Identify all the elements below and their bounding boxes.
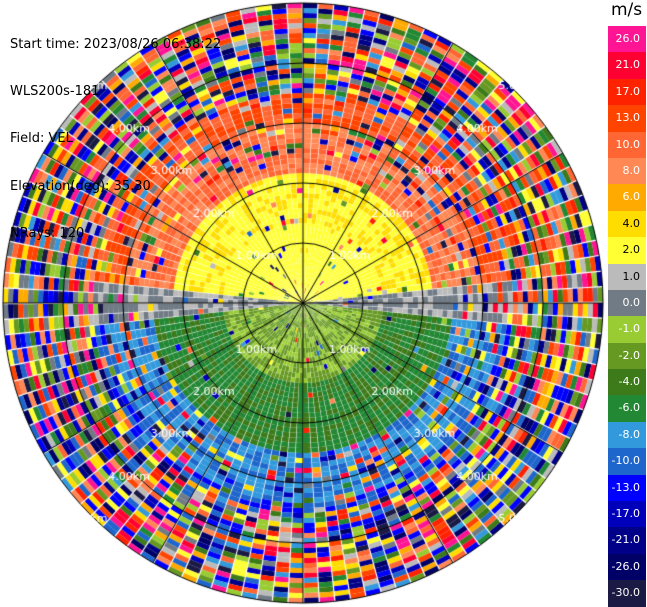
colorbar-label: 1.0 <box>622 269 641 283</box>
colorbar-level: 0.0 <box>608 289 646 317</box>
colorbar-unit: m/s <box>611 0 643 20</box>
colorbar-level: -13.0 <box>608 474 646 502</box>
metadata-block: Start time: 2023/08/26 06:38:22 WLS200s-… <box>10 5 221 258</box>
colorbar-label: 8.0 <box>622 163 641 177</box>
colorbar-level: 21.0 <box>608 52 646 79</box>
colorbar-label: -4.0 <box>618 375 640 389</box>
colorbar-label: -2.0 <box>618 348 640 362</box>
colorbar-level: -2.0 <box>608 342 646 370</box>
colorbar-label: -17.0 <box>611 507 640 521</box>
colorbar-level: 4.0 <box>608 210 646 238</box>
colorbar-level: -17.0 <box>608 501 646 528</box>
colorbar-level: 17.0 <box>608 78 646 106</box>
colorbar-label: 26.0 <box>615 32 641 45</box>
colorbar: 26.0 21.0 17.0 13.0 10.0 8.0 6.0 4.0 2.0 1.0 0.0 -1… <box>608 26 646 607</box>
colorbar-label: -13.0 <box>611 480 640 494</box>
colorbar-label: 0.0 <box>622 295 641 309</box>
colorbar-level: 1.0 <box>608 263 646 290</box>
colorbar-level: 6.0 <box>608 184 646 211</box>
colorbar-label: -30.0 <box>611 586 640 600</box>
colorbar-label: -26.0 <box>611 559 640 573</box>
elevation-text: Elevation(deg): 35.30 <box>10 178 151 194</box>
start-time-text: Start time: 2023/08/26 06:38:22 <box>10 36 222 52</box>
field-text: Field: VEL <box>10 131 73 147</box>
colorbar-level: -4.0 <box>608 369 646 396</box>
nrays-text: NRays: 120 <box>10 226 85 242</box>
colorbar-level: 10.0 <box>608 131 646 158</box>
colorbar-level: -8.0 <box>608 421 646 449</box>
colorbar-level: -10.0 <box>608 448 646 475</box>
colorbar-label: 2.0 <box>622 243 641 257</box>
colorbar-label: -6.0 <box>618 401 640 415</box>
colorbar-label: -8.0 <box>618 427 640 441</box>
colorbar-label: -1.0 <box>618 322 640 336</box>
colorbar-level: 26.0 <box>608 26 646 53</box>
colorbar-label: -10.0 <box>611 454 640 468</box>
colorbar-label: 10.0 <box>615 137 641 151</box>
colorbar-level: 13.0 <box>608 105 646 132</box>
colorbar-level: -6.0 <box>608 395 646 422</box>
colorbar-label: 21.0 <box>615 58 641 72</box>
colorbar-label: 13.0 <box>615 111 641 125</box>
colorbar-label: 4.0 <box>622 216 641 230</box>
colorbar-level: -1.0 <box>608 316 646 343</box>
colorbar-level: -21.0 <box>608 527 646 554</box>
colorbar-label: 6.0 <box>622 190 641 204</box>
colorbar-level: 8.0 <box>608 157 646 185</box>
colorbar-level: -30.0 <box>608 580 646 607</box>
colorbar-label: 17.0 <box>615 84 641 98</box>
instrument-text: WLS200s-181 <box>10 83 100 99</box>
colorbar-level: 2.0 <box>608 237 646 264</box>
colorbar-label: -21.0 <box>611 533 640 547</box>
colorbar-level: -26.0 <box>608 553 646 581</box>
